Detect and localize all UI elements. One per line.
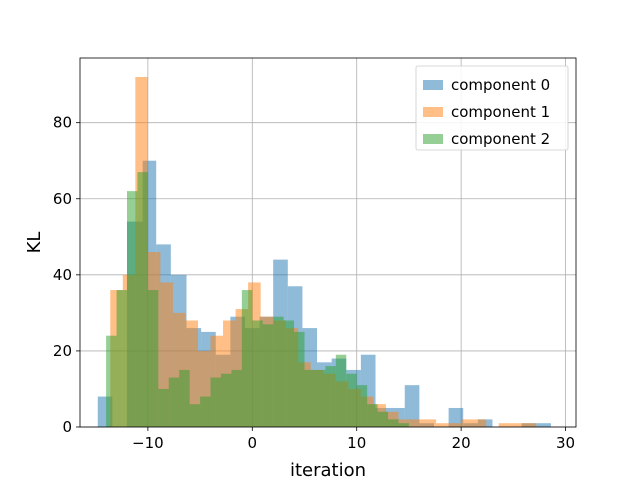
histogram-bar: [304, 369, 315, 427]
histogram-bar: [448, 423, 462, 427]
histogram-bar: [448, 407, 464, 427]
plot-area-frame: [79, 57, 577, 428]
histogram-bar: [179, 369, 190, 427]
histogram-bar: [116, 290, 127, 427]
y-tick-label: 20: [53, 342, 72, 360]
x-tick-label: 30: [556, 434, 575, 452]
histogram-bar: [498, 423, 512, 427]
histogram-bar: [335, 354, 347, 427]
histogram-bar: [273, 316, 284, 427]
histogram-bar: [210, 377, 221, 427]
histogram-bar: [241, 290, 253, 427]
histogram-bar: [106, 335, 117, 427]
histogram-bar: [356, 385, 368, 427]
histogram-bar: [404, 385, 420, 427]
histogram-bar: [262, 324, 274, 427]
histogram-bar: [137, 172, 148, 427]
histogram-bar: [168, 377, 180, 427]
series-2-bars: [106, 172, 409, 427]
histogram-bar: [346, 373, 357, 427]
y-tick-label: 40: [53, 266, 72, 284]
legend-label: component 1: [451, 103, 550, 121]
histogram-bar: [325, 366, 336, 427]
axis-ticks: −10 0 10 20 30 0 20 40 60 80: [53, 114, 575, 452]
histogram-bar: [200, 396, 211, 427]
histogram-bar: [388, 419, 399, 427]
legend-label: component 2: [451, 130, 550, 148]
histogram-bar: [511, 423, 524, 427]
y-axis-label: KL: [24, 232, 45, 254]
histogram-bar: [523, 423, 537, 427]
histogram-bar: [377, 411, 389, 427]
histogram-bar: [189, 404, 201, 427]
y-tick-label: 0: [62, 418, 72, 436]
legend-swatch: [423, 134, 443, 144]
histogram-bar: [126, 191, 138, 427]
histogram-bar: [367, 404, 378, 427]
histogram-bar: [147, 290, 159, 427]
histogram-bar: [158, 388, 169, 427]
histogram-bar: [536, 423, 551, 427]
x-tick-label: 0: [248, 434, 258, 452]
x-axis-label: iteration: [290, 460, 366, 480]
y-tick-label: 80: [53, 114, 72, 132]
histogram-bar: [436, 423, 449, 427]
x-tick-label: 20: [452, 434, 471, 452]
histogram-bar: [314, 369, 326, 427]
legend-swatch: [423, 107, 443, 117]
legend-swatch: [423, 80, 443, 90]
x-tick-label: 10: [347, 434, 366, 452]
histogram-bar: [411, 419, 424, 427]
histogram-bar: [283, 320, 295, 427]
histogram-bar: [220, 373, 232, 427]
histogram-bars: [97, 77, 551, 427]
histogram-bar: [252, 320, 263, 427]
histogram-bar: [461, 419, 474, 427]
legend-label: component 0: [451, 76, 550, 94]
histogram-bar: [473, 419, 487, 427]
histogram-bar: [294, 331, 305, 427]
histogram-bar: [398, 423, 409, 427]
legend: component 0 component 1 component 2: [415, 65, 569, 151]
legend-box: [415, 65, 569, 151]
x-tick-label: −10: [132, 434, 164, 452]
histogram-bar: [231, 369, 242, 427]
y-tick-label: 60: [53, 190, 72, 208]
histogram-bar: [423, 419, 437, 427]
